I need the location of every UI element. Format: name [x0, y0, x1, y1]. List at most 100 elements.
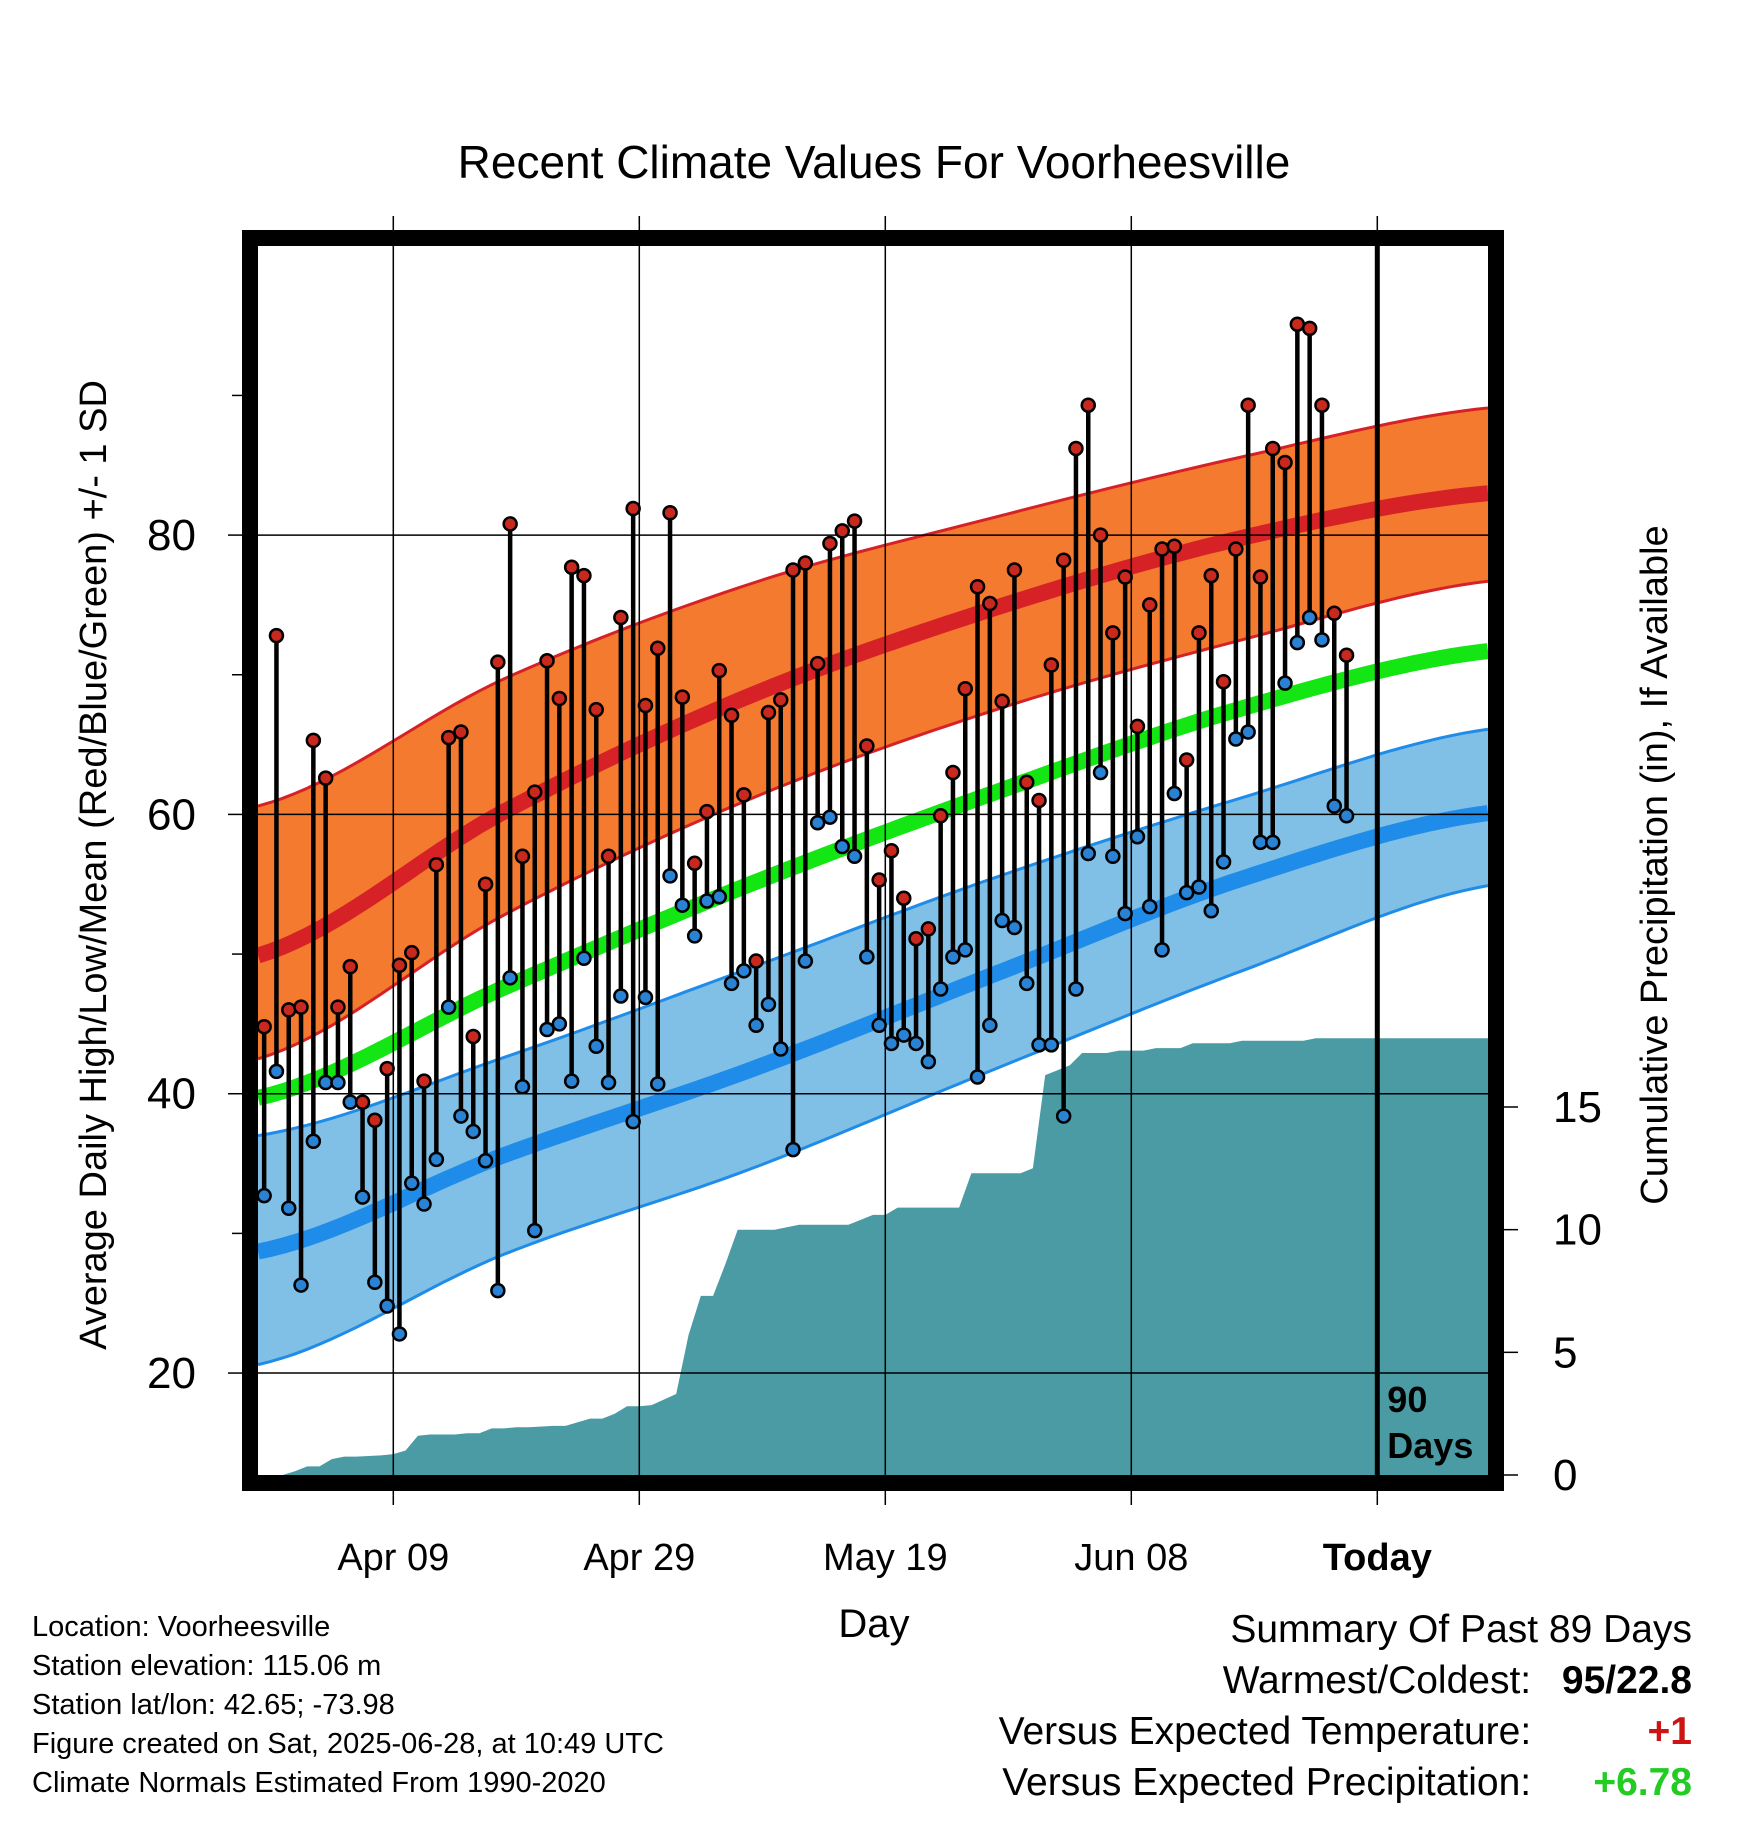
daily-low-point	[379, 1298, 395, 1314]
daily-low-point	[1006, 919, 1023, 936]
daily-high-point	[736, 787, 752, 803]
daily-high-point	[1068, 440, 1084, 457]
daily-high-point	[883, 842, 900, 859]
x-tick-label: May 19	[823, 1537, 948, 1579]
daily-low-point	[1301, 609, 1318, 626]
daily-high-point	[785, 562, 801, 578]
daily-high-point	[760, 704, 777, 721]
daily-low-point	[502, 970, 518, 986]
chart-title: Recent Climate Values For Voorheesville	[458, 136, 1291, 188]
daily-low-point	[1142, 898, 1158, 915]
y2-tick-label: 15	[1553, 1083, 1602, 1132]
daily-low-point	[1314, 632, 1330, 648]
daily-high-point	[1277, 454, 1293, 471]
daily-low-point	[711, 889, 727, 905]
daily-high-point	[477, 876, 494, 892]
daily-low-point	[514, 1078, 531, 1095]
daily-high-point	[723, 707, 740, 724]
x-axis-label: Day	[838, 1602, 909, 1646]
daily-low-point	[367, 1274, 383, 1291]
daily-high-point	[391, 957, 408, 973]
daily-low-point	[932, 981, 949, 997]
daily-low-point	[1117, 905, 1133, 922]
daily-high-point	[330, 999, 346, 1015]
daily-high-point	[1142, 597, 1158, 613]
daily-high-point	[1289, 316, 1306, 332]
daily-low-point	[1154, 942, 1170, 958]
daily-high-point	[379, 1060, 395, 1077]
daily-high-point	[600, 848, 617, 865]
daily-high-point	[453, 724, 469, 740]
daily-high-point	[908, 930, 924, 947]
daily-low-point	[1055, 1108, 1072, 1124]
daily-low-point	[1068, 981, 1084, 997]
daily-high-point	[1129, 718, 1146, 735]
warmest-coldest-label: Warmest/Coldest:	[1222, 1659, 1532, 1702]
daily-high-point	[317, 770, 334, 786]
daily-low-point	[1043, 1037, 1060, 1053]
precip-area	[258, 1038, 1488, 1475]
daily-low-point	[846, 848, 863, 865]
daily-low-point	[785, 1141, 801, 1158]
daily-high-point	[1031, 792, 1047, 809]
daily-high-point	[662, 504, 678, 521]
daily-high-point	[1314, 397, 1330, 413]
daily-low-point	[625, 1113, 641, 1130]
daily-high-point	[1080, 397, 1096, 413]
daily-high-point	[539, 653, 555, 669]
daily-low-point	[317, 1074, 334, 1091]
daily-low-point	[699, 893, 715, 909]
high-sd-band	[258, 408, 1488, 1059]
daily-high-point	[1117, 569, 1133, 585]
y2-tick-label: 5	[1553, 1328, 1577, 1377]
info-latlon: Station lat/lon: 42.65; -73.98	[32, 1689, 395, 1721]
daily-low-point	[1326, 798, 1342, 814]
daily-high-point	[1203, 567, 1219, 584]
daily-high-point	[342, 958, 358, 975]
daily-low-point	[527, 1222, 543, 1239]
daily-low-point	[773, 1041, 789, 1057]
x-tick-label: Today	[1323, 1537, 1432, 1579]
y-tick-label: 80	[147, 511, 196, 560]
daily-low-point	[1092, 764, 1109, 781]
daily-high-point	[1019, 774, 1035, 791]
daily-low-point	[797, 953, 814, 969]
summary-warmest-coldest: Warmest/Coldest: 95/22.8	[999, 1655, 1692, 1706]
daily-low-point	[1080, 845, 1096, 862]
today-days-word: Days	[1387, 1425, 1473, 1466]
y-axis-label: Average Daily High/Low/Mean (Red/Blue/Gr…	[73, 380, 115, 1350]
daily-high-point	[428, 856, 445, 873]
y2-tick-label: 10	[1553, 1206, 1602, 1255]
precip-label: Versus Expected Precipitation:	[1002, 1761, 1532, 1804]
daily-low-point	[1019, 975, 1035, 992]
daily-low-point	[1215, 854, 1232, 870]
today-days-number: 90	[1387, 1379, 1427, 1420]
daily-high-point	[859, 738, 875, 754]
daily-high-point	[834, 523, 850, 539]
daily-low-point	[428, 1151, 445, 1168]
daily-high-point	[588, 701, 604, 718]
daily-low-point	[281, 1200, 297, 1217]
info-location: Location: Voorheesville	[32, 1611, 331, 1643]
info-elevation: Station elevation: 115.06 m	[32, 1650, 382, 1682]
daily-high-point	[748, 953, 764, 969]
daily-high-point	[896, 890, 912, 906]
daily-low-point	[637, 989, 654, 1006]
daily-high-point	[637, 697, 654, 714]
daily-low-point	[1240, 724, 1256, 740]
daily-low-point	[305, 1133, 322, 1149]
daily-high-point	[367, 1112, 383, 1129]
daily-low-point	[613, 988, 629, 1004]
daily-high-point	[699, 803, 715, 820]
daily-low-point	[477, 1153, 494, 1169]
daily-low-point	[674, 897, 691, 913]
daily-high-point	[1265, 440, 1281, 457]
daily-low-point	[539, 1021, 555, 1038]
daily-low-point	[1129, 829, 1146, 845]
low-lower-line	[258, 884, 1488, 1367]
daily-high-point	[440, 729, 457, 746]
daily-low-point	[600, 1074, 617, 1091]
daily-low-point	[391, 1326, 408, 1342]
daily-high-point	[1092, 527, 1109, 543]
daily-high-point	[293, 999, 309, 1015]
